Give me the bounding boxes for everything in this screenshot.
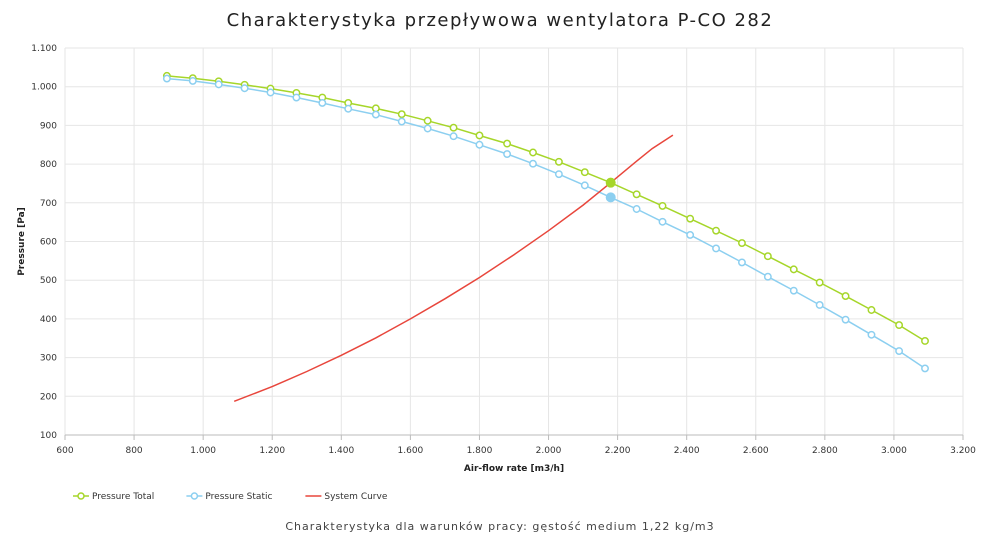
x-tick-label: 1.600 <box>398 446 424 456</box>
y-tick-label: 900 <box>40 121 57 131</box>
operating-point[interactable] <box>605 177 616 188</box>
pressure-total-line <box>166 75 926 342</box>
legend-label: System Curve <box>324 492 387 502</box>
pressure-total-point[interactable] <box>529 148 537 157</box>
pressure-total-point[interactable] <box>423 116 432 125</box>
pressure-static-point[interactable] <box>712 244 720 253</box>
x-tick-label: 1.200 <box>259 446 285 456</box>
operating-point[interactable] <box>605 192 616 203</box>
y-tick-label: 800 <box>40 160 57 170</box>
legend-item-pressure-static[interactable]: Pressure Static <box>186 492 272 502</box>
pressure-total-point[interactable] <box>867 306 876 314</box>
pressure-static-point[interactable] <box>529 159 537 168</box>
pressure-static-point[interactable] <box>475 140 484 149</box>
chart-subtitle: Charakterystyka dla warunków pracy: gęst… <box>285 520 715 533</box>
y-tick-label: 600 <box>40 238 57 248</box>
pressure-static-point[interactable] <box>449 132 458 141</box>
y-tick-label: 700 <box>40 199 57 209</box>
pressure-static-point[interactable] <box>580 181 589 190</box>
pressure-static-point[interactable] <box>292 93 301 102</box>
pressure-total-point[interactable] <box>658 201 667 210</box>
pressure-static-point[interactable] <box>632 205 641 213</box>
pressure-total-point[interactable] <box>632 190 641 199</box>
x-tick-label: 2.400 <box>674 446 700 456</box>
pressure-static-point[interactable] <box>397 117 406 126</box>
y-tick-label: 400 <box>40 315 57 325</box>
chart-title: Charakterystyka przepływowa wentylatora … <box>226 10 774 31</box>
pressure-static-point[interactable] <box>867 330 876 339</box>
legend-label: Pressure Total <box>92 492 154 502</box>
pressure-static-point[interactable] <box>503 150 512 158</box>
pressure-static-point[interactable] <box>738 258 746 267</box>
y-tick-label: 1.100 <box>31 44 57 54</box>
pressure-static-point[interactable] <box>658 217 667 226</box>
series <box>162 71 929 402</box>
pressure-static-point[interactable] <box>895 347 904 355</box>
pressure-static-point[interactable] <box>214 80 223 89</box>
y-tick-label: 1.000 <box>31 83 57 93</box>
x-tick-label: 2.200 <box>605 446 631 456</box>
x-tick-label: 3.000 <box>881 446 907 456</box>
pressure-total-point[interactable] <box>815 278 824 287</box>
x-tick-label: 1.400 <box>328 446 354 456</box>
pressure-static-point[interactable] <box>318 99 327 107</box>
legend-label: Pressure Static <box>205 492 272 502</box>
legend-swatch-marker <box>190 492 199 500</box>
pressure-total-point[interactable] <box>371 104 380 113</box>
y-tick-label: 100 <box>40 431 57 441</box>
x-tick-label: 2.000 <box>536 446 562 456</box>
pressure-static-point[interactable] <box>344 104 353 113</box>
pressure-static-point[interactable] <box>371 110 380 119</box>
pressure-static-point[interactable] <box>815 301 824 309</box>
pressure-total-point[interactable] <box>921 337 929 345</box>
x-tick-label: 2.800 <box>812 446 838 456</box>
pressure-total-point[interactable] <box>841 292 850 301</box>
grid <box>64 47 964 436</box>
pressure-static-point[interactable] <box>240 84 249 93</box>
pressure-static-line <box>166 77 926 370</box>
axes: 100 200 300 400 500 600 700 800 900 1.000 1.100 600… <box>17 44 976 474</box>
pressure-static-point[interactable] <box>789 286 798 295</box>
system-curve-line <box>233 134 674 402</box>
legend-swatch-marker <box>77 492 85 500</box>
pressure-static-point[interactable] <box>423 124 432 133</box>
y-tick-label: 200 <box>40 392 57 402</box>
legend-item-pressure-total[interactable]: Pressure Total <box>73 492 154 502</box>
pressure-total-point[interactable] <box>686 214 695 223</box>
pressure-total-point[interactable] <box>475 131 484 140</box>
pressure-static-point[interactable] <box>921 364 929 373</box>
pressure-static-point[interactable] <box>266 88 275 97</box>
pressure-total-point[interactable] <box>738 239 746 247</box>
y-axis-title: Pressure [Pa] <box>17 207 27 276</box>
pressure-static-point[interactable] <box>554 170 563 179</box>
pressure-static-point[interactable] <box>763 272 772 281</box>
x-tick-label: 600 <box>56 446 73 456</box>
x-tick-label: 3.200 <box>950 446 976 456</box>
y-tick-label: 500 <box>40 276 57 286</box>
pressure-static-point[interactable] <box>188 76 197 85</box>
y-tick-label: 300 <box>40 354 57 364</box>
legend-item-system-curve[interactable]: System Curve <box>305 492 388 502</box>
pressure-total-point[interactable] <box>554 157 563 166</box>
pressure-total-point[interactable] <box>449 123 458 132</box>
pressure-total-point[interactable] <box>580 168 589 177</box>
x-tick-label: 800 <box>125 446 142 456</box>
pressure-total-point[interactable] <box>763 252 772 261</box>
x-tick-label: 1.800 <box>467 446 493 456</box>
pressure-total-point[interactable] <box>789 265 798 274</box>
x-axis-title: Air-flow rate [m3/h] <box>464 464 564 474</box>
x-tick-label: 1.000 <box>190 446 216 456</box>
pressure-total-point[interactable] <box>895 321 904 330</box>
pressure-static-point[interactable] <box>841 315 850 324</box>
x-tick-label: 2.600 <box>743 446 769 456</box>
legend[interactable]: Pressure Total Pressure Static System Curv… <box>73 492 388 502</box>
pressure-static-point[interactable] <box>686 230 695 239</box>
pressure-total-point[interactable] <box>397 110 406 119</box>
pressure-total-point[interactable] <box>712 226 720 235</box>
pressure-static-point[interactable] <box>162 74 171 83</box>
pressure-total-point[interactable] <box>503 139 512 148</box>
